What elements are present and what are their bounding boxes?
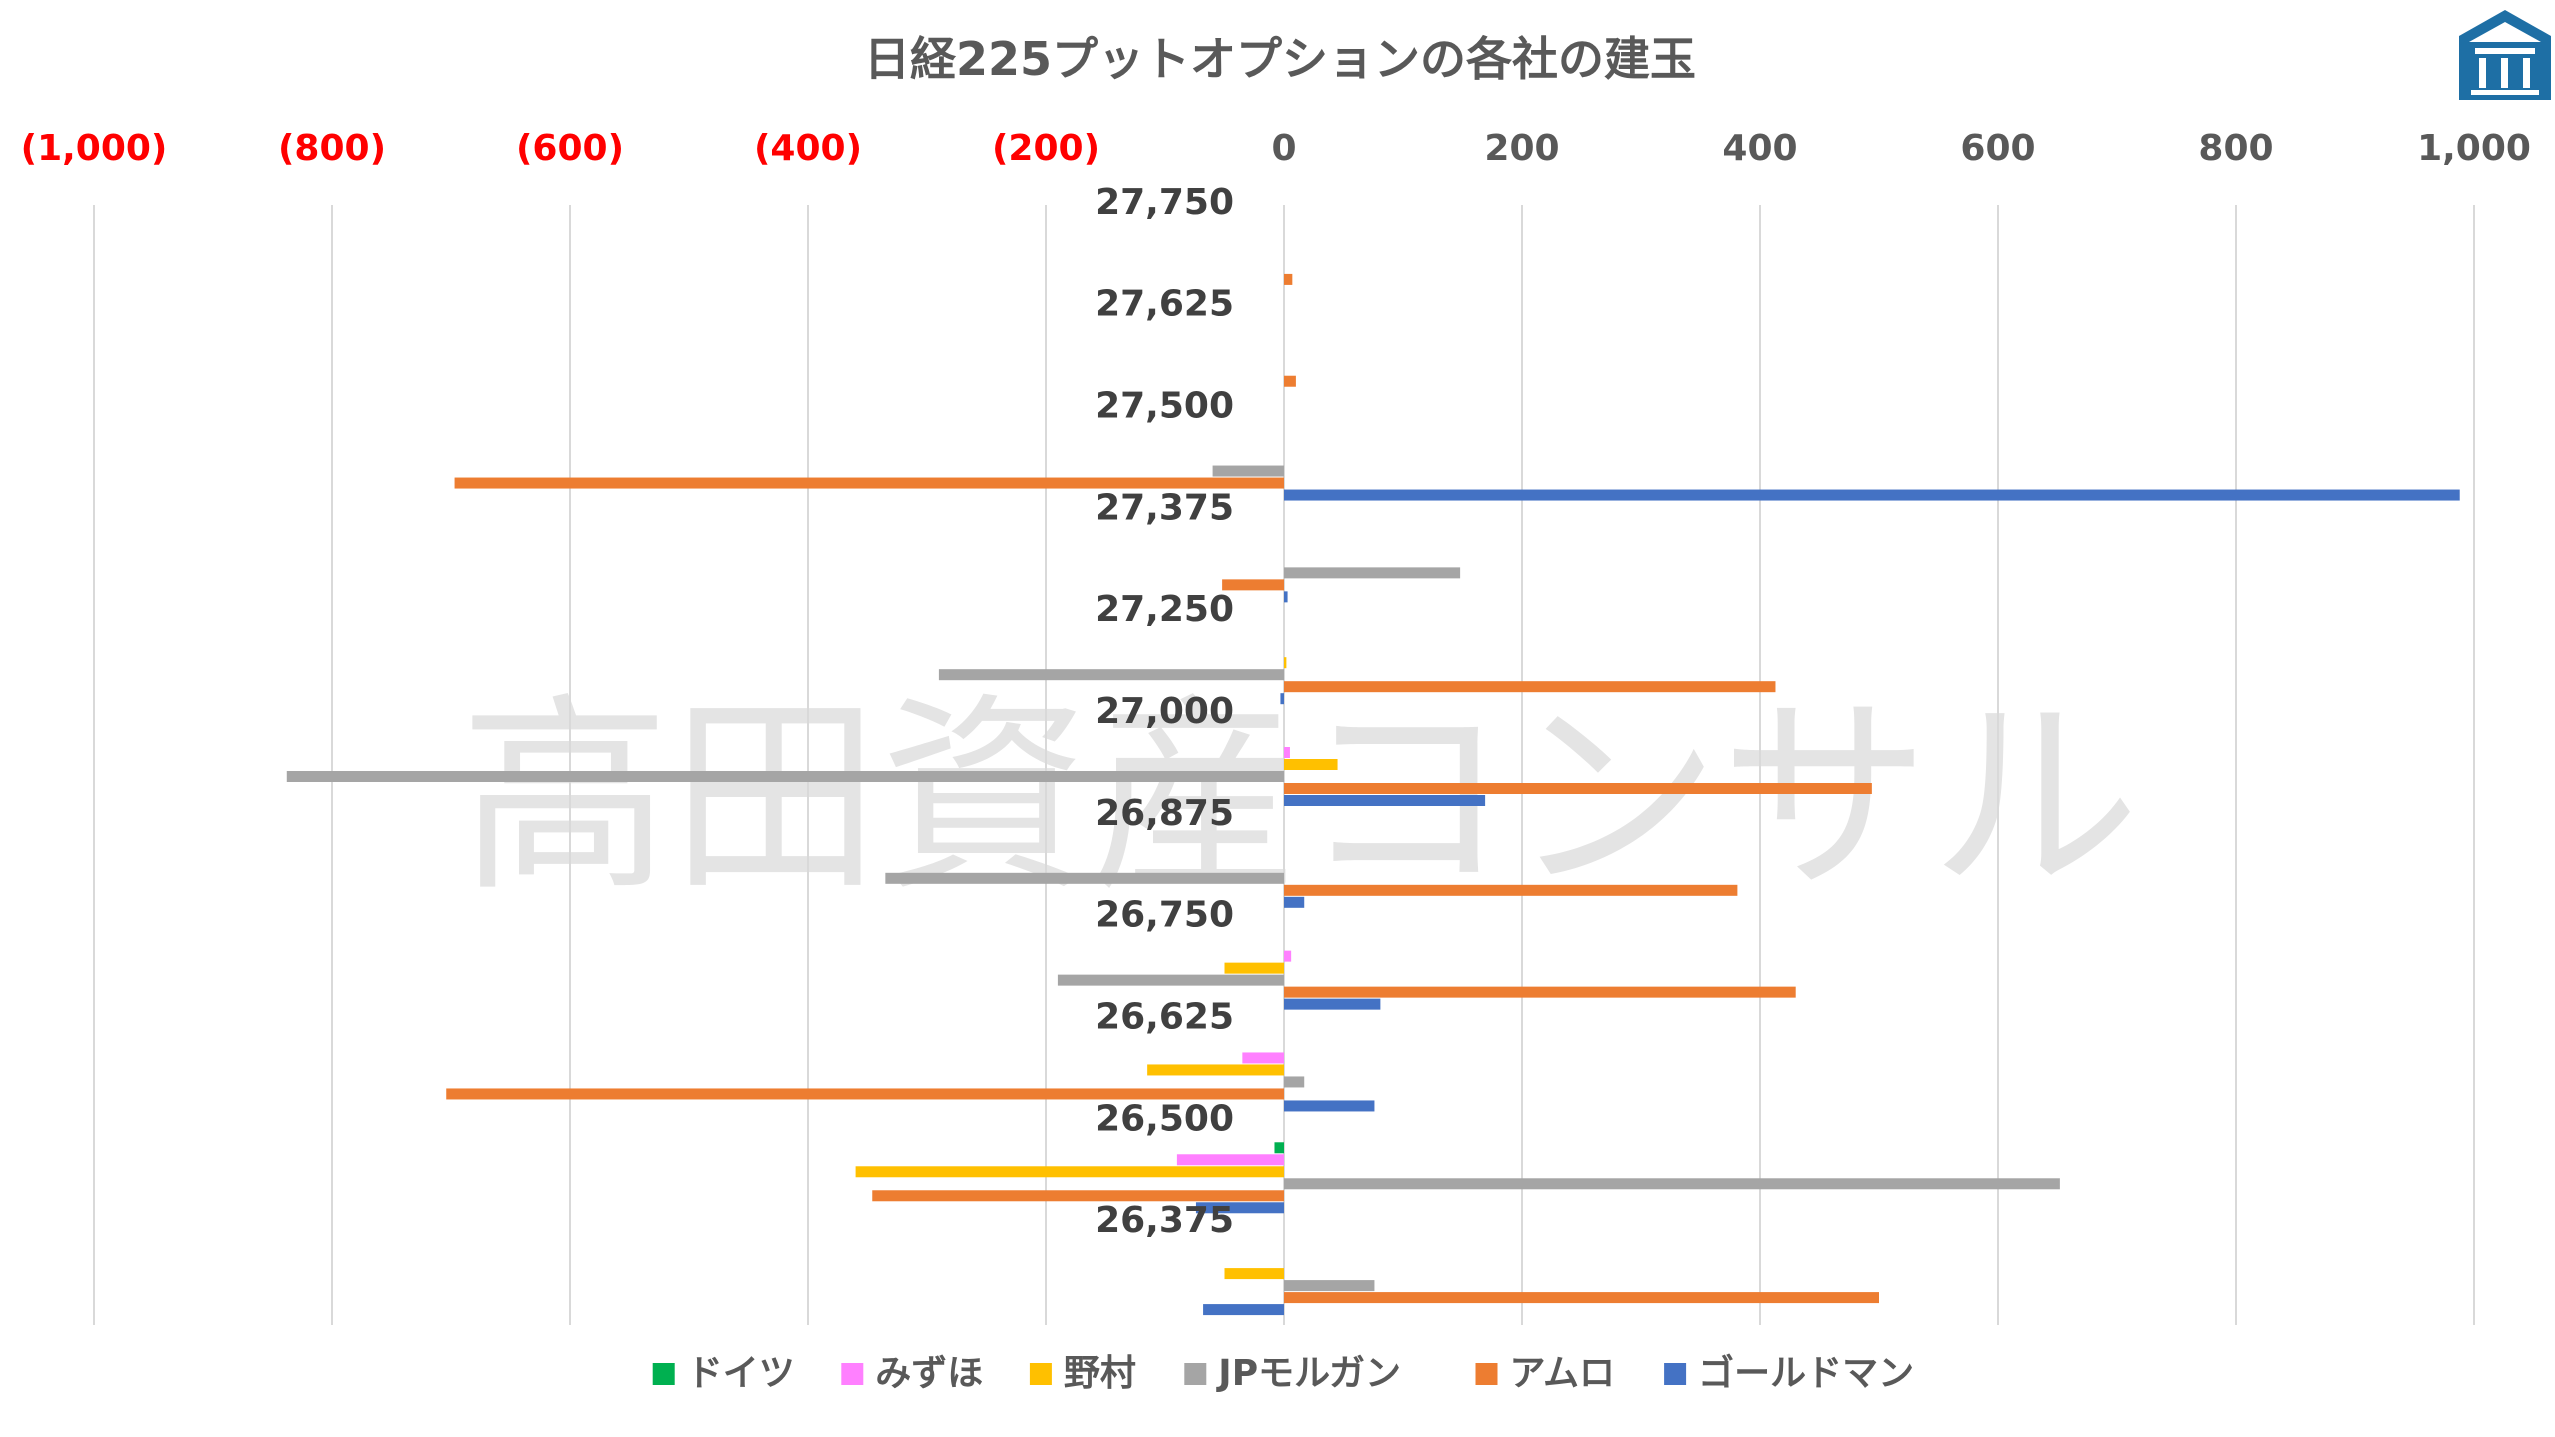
bar <box>1284 1280 1375 1292</box>
x-tick-label: 600 <box>1960 128 2035 169</box>
category-label: 26,750 <box>1095 895 1234 936</box>
x-tick-label: 400 <box>1722 128 1797 169</box>
legend-label: ドイツ <box>687 1353 795 1394</box>
bar <box>1203 1304 1284 1316</box>
bar <box>1274 1142 1284 1154</box>
legend-label: アムロ <box>1510 1353 1615 1394</box>
bar <box>1284 1100 1375 1112</box>
bar <box>1280 693 1284 705</box>
bar <box>1284 896 1305 908</box>
legend-item: 野村 <box>1029 1353 1136 1394</box>
category-label: 26,625 <box>1095 996 1234 1037</box>
legend-item: ドイツ <box>652 1353 795 1394</box>
category-label: 27,750 <box>1095 182 1234 223</box>
bar <box>286 771 1284 782</box>
bar <box>1057 974 1284 986</box>
x-tick-label: 0 <box>1271 128 1296 169</box>
x-tick-label: 1,000 <box>2417 128 2531 169</box>
bar <box>1284 950 1292 962</box>
category-label: 27,500 <box>1095 386 1234 427</box>
bar <box>855 1166 1284 1178</box>
bar <box>1176 1154 1284 1166</box>
legend-swatch <box>1184 1363 1207 1385</box>
bar <box>1284 681 1776 693</box>
bar <box>1284 998 1381 1010</box>
bar <box>1284 375 1296 387</box>
legend-swatch <box>1029 1363 1052 1385</box>
bar <box>1284 273 1293 285</box>
bar <box>1284 1076 1305 1088</box>
category-label: 27,375 <box>1095 487 1234 528</box>
bar <box>885 872 1284 884</box>
bar <box>1224 1268 1284 1280</box>
bar <box>938 669 1284 681</box>
bar <box>1242 1052 1284 1064</box>
bar <box>1222 579 1284 591</box>
legend-item: JPモルガン <box>1184 1353 1401 1394</box>
legend-swatch <box>841 1363 864 1385</box>
x-tick-label: 200 <box>1484 128 1559 169</box>
bar <box>1284 759 1338 770</box>
legend-label: 野村 <box>1064 1353 1136 1394</box>
bar <box>1284 489 2460 501</box>
legend-item: ゴールドマン <box>1664 1352 1914 1394</box>
bar <box>1195 1202 1284 1214</box>
legend-label: ゴールドマン <box>1698 1352 1914 1394</box>
x-tick-label: (400) <box>754 128 862 169</box>
category-label: 27,250 <box>1095 589 1234 630</box>
bar <box>454 477 1284 489</box>
legend-swatch <box>652 1363 675 1385</box>
building-logo-icon <box>2459 10 2551 100</box>
x-tick-label: (600) <box>516 128 624 169</box>
x-tick-label: (800) <box>278 128 386 169</box>
x-tick-label: (1,000) <box>21 128 168 169</box>
bar <box>446 1088 1284 1100</box>
bar <box>1212 465 1284 477</box>
chart-title: 日経225プットオプションの各社の建玉 <box>864 32 1696 86</box>
category-label: 26,875 <box>1095 793 1234 834</box>
bar <box>872 1190 1284 1202</box>
bar <box>1284 591 1288 603</box>
bar <box>1284 783 1872 794</box>
category-label: 26,375 <box>1095 1200 1234 1241</box>
bar <box>1284 1178 2060 1190</box>
legend-label: みずほ <box>875 1353 983 1394</box>
legend-item: アムロ <box>1475 1353 1615 1394</box>
category-label: 27,000 <box>1095 691 1234 732</box>
bar <box>1284 795 1486 806</box>
bar <box>1284 747 1290 758</box>
x-tick-label: (200) <box>992 128 1100 169</box>
bar <box>1284 986 1796 998</box>
bar <box>1224 962 1284 974</box>
bar <box>1284 657 1287 669</box>
category-label: 27,625 <box>1095 284 1234 325</box>
legend-swatch <box>1664 1363 1687 1385</box>
bar <box>1284 884 1738 896</box>
x-tick-label: 800 <box>2198 128 2273 169</box>
category-label: 26,500 <box>1095 1098 1234 1139</box>
bar <box>1284 1292 1879 1304</box>
bar <box>1284 567 1461 579</box>
bar <box>1147 1064 1284 1076</box>
legend-item: みずほ <box>841 1353 983 1394</box>
legend-swatch <box>1475 1363 1498 1385</box>
legend-label: JPモルガン <box>1215 1353 1401 1394</box>
